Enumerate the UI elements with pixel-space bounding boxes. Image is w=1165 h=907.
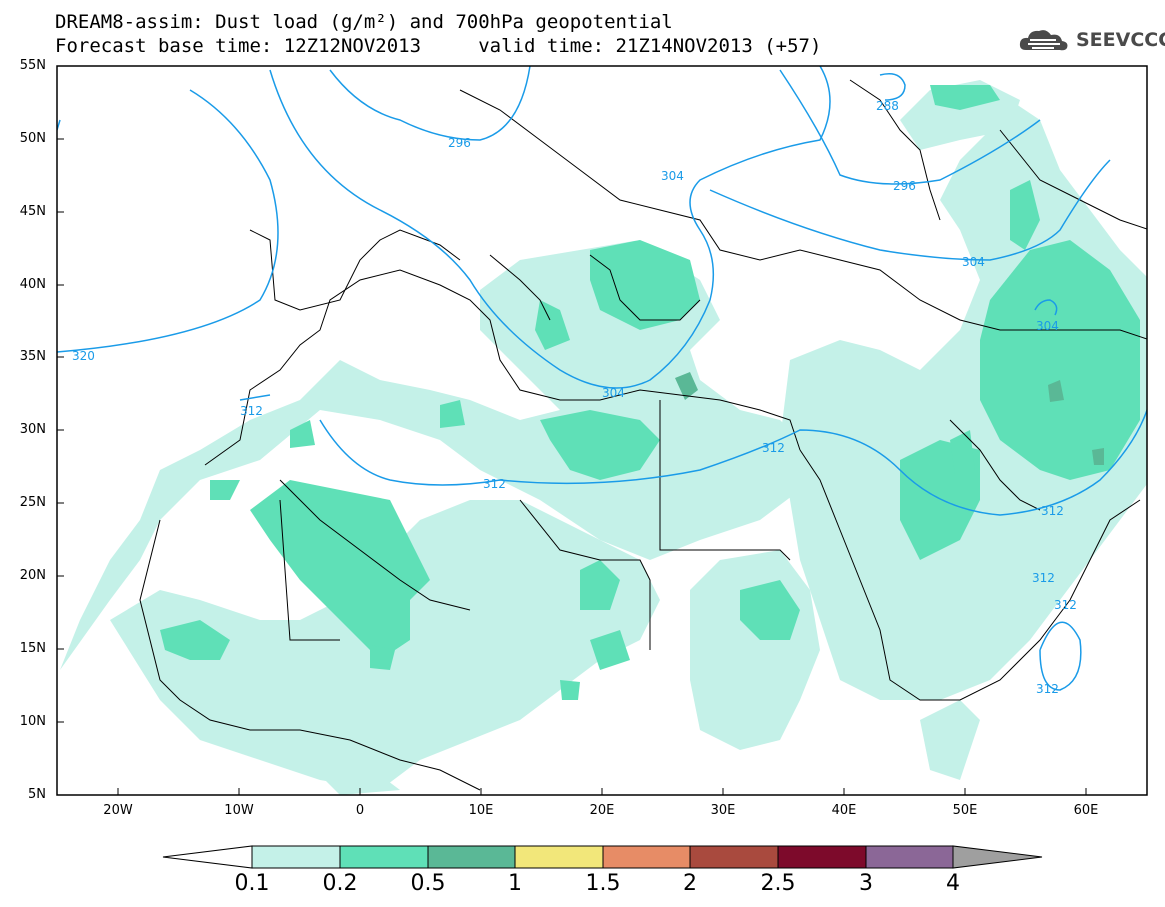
colorbar-label: 1	[508, 871, 522, 896]
contour-labels: 288 296 296 304 304 304 304 312 312 312 …	[72, 99, 1077, 696]
contour-label: 312	[1054, 598, 1077, 612]
contour-label: 320	[72, 349, 95, 363]
colorbar-bin	[602, 845, 691, 869]
lon-label: 10W	[224, 803, 254, 818]
logo-text: SEEVCCC	[1076, 29, 1165, 51]
colorbar-label: 2	[683, 871, 697, 896]
lon-label: 20E	[589, 803, 615, 818]
lon-label: 60E	[1073, 803, 1099, 818]
colorbar-label: 4	[946, 871, 960, 896]
dust-fields	[60, 80, 1147, 795]
lat-label: 55N	[19, 58, 46, 73]
coastlines	[139, 79, 1147, 791]
contour-label: 304	[661, 169, 684, 183]
contour-label: 304	[962, 255, 985, 269]
lat-label: 15N	[19, 641, 46, 656]
contour-label: 312	[240, 404, 263, 418]
colorbar-bin	[427, 845, 516, 869]
colorbar-bin	[251, 845, 341, 869]
lon-label: 30E	[710, 803, 736, 818]
contour-label: 296	[893, 179, 916, 193]
lat-label: 45N	[19, 204, 46, 219]
map-title: DREAM8-assim: Dust load (g/m²) and 700hP…	[55, 11, 673, 33]
colorbar-label: 2.5	[760, 871, 796, 896]
colorbar-bin	[689, 845, 779, 869]
colorbar-label: 1.5	[585, 871, 621, 896]
seevccc-logo: SEEVCCC	[1018, 26, 1165, 54]
lon-label: 50E	[952, 803, 978, 818]
contour-label: 312	[762, 441, 785, 455]
map-subtitle: Forecast base time: 12Z12NOV2013 valid t…	[55, 35, 822, 57]
colorbar-label: 0.5	[410, 871, 446, 896]
contour-label: 312	[1032, 571, 1055, 585]
contour-label: 312	[1036, 682, 1059, 696]
contour-label: 304	[602, 386, 625, 400]
colorbar-bin	[865, 845, 954, 869]
colorbar-min-triangle	[162, 845, 253, 869]
dust-dark-shading	[675, 372, 1104, 465]
lat-label: 5N	[28, 787, 46, 802]
colorbar	[162, 845, 1043, 869]
lat-label: 35N	[19, 349, 46, 364]
contour-label: 312	[1041, 504, 1064, 518]
lat-label: 50N	[19, 131, 46, 146]
dust-light-shading	[60, 80, 1147, 795]
lon-label: 0	[355, 803, 365, 818]
lat-label: 25N	[19, 495, 46, 510]
contour-label: 304	[1036, 319, 1059, 333]
colorbar-label: 0.1	[234, 871, 270, 896]
axis-ticks	[57, 65, 1087, 795]
colorbar-label: 3	[859, 871, 873, 896]
lat-label: 40N	[19, 277, 46, 292]
colorbar-label: 0.2	[322, 871, 358, 896]
contour-label: 288	[876, 99, 899, 113]
lon-label: 10E	[468, 803, 494, 818]
lat-label: 30N	[19, 422, 46, 437]
lon-label: 40E	[831, 803, 857, 818]
cloud-logo-icon	[1019, 30, 1068, 51]
contour-label: 296	[448, 136, 471, 150]
colorbar-bin	[514, 845, 604, 869]
colorbar-bin	[339, 845, 429, 869]
colorbar-max-triangle	[952, 845, 1043, 869]
contour-label: 312	[483, 477, 506, 491]
lon-label: 20W	[103, 803, 133, 818]
lat-label: 10N	[19, 714, 46, 729]
geopotential-contours	[57, 66, 1147, 691]
lat-label: 20N	[19, 568, 46, 583]
colorbar-bin	[777, 845, 867, 869]
dust-medium-shading	[160, 85, 1140, 700]
